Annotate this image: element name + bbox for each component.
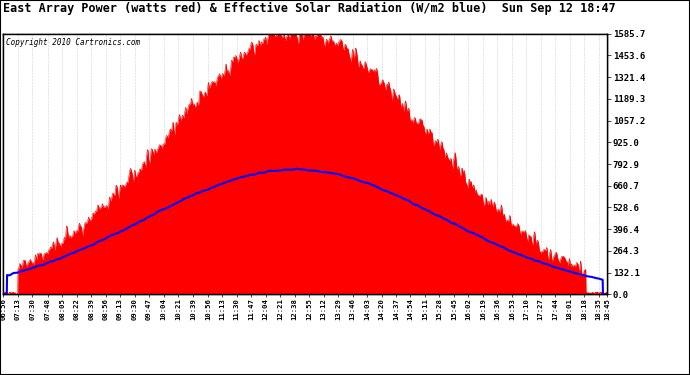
Text: Copyright 2010 Cartronics.com: Copyright 2010 Cartronics.com [6,38,141,46]
Text: East Array Power (watts red) & Effective Solar Radiation (W/m2 blue)  Sun Sep 12: East Array Power (watts red) & Effective… [3,2,616,15]
